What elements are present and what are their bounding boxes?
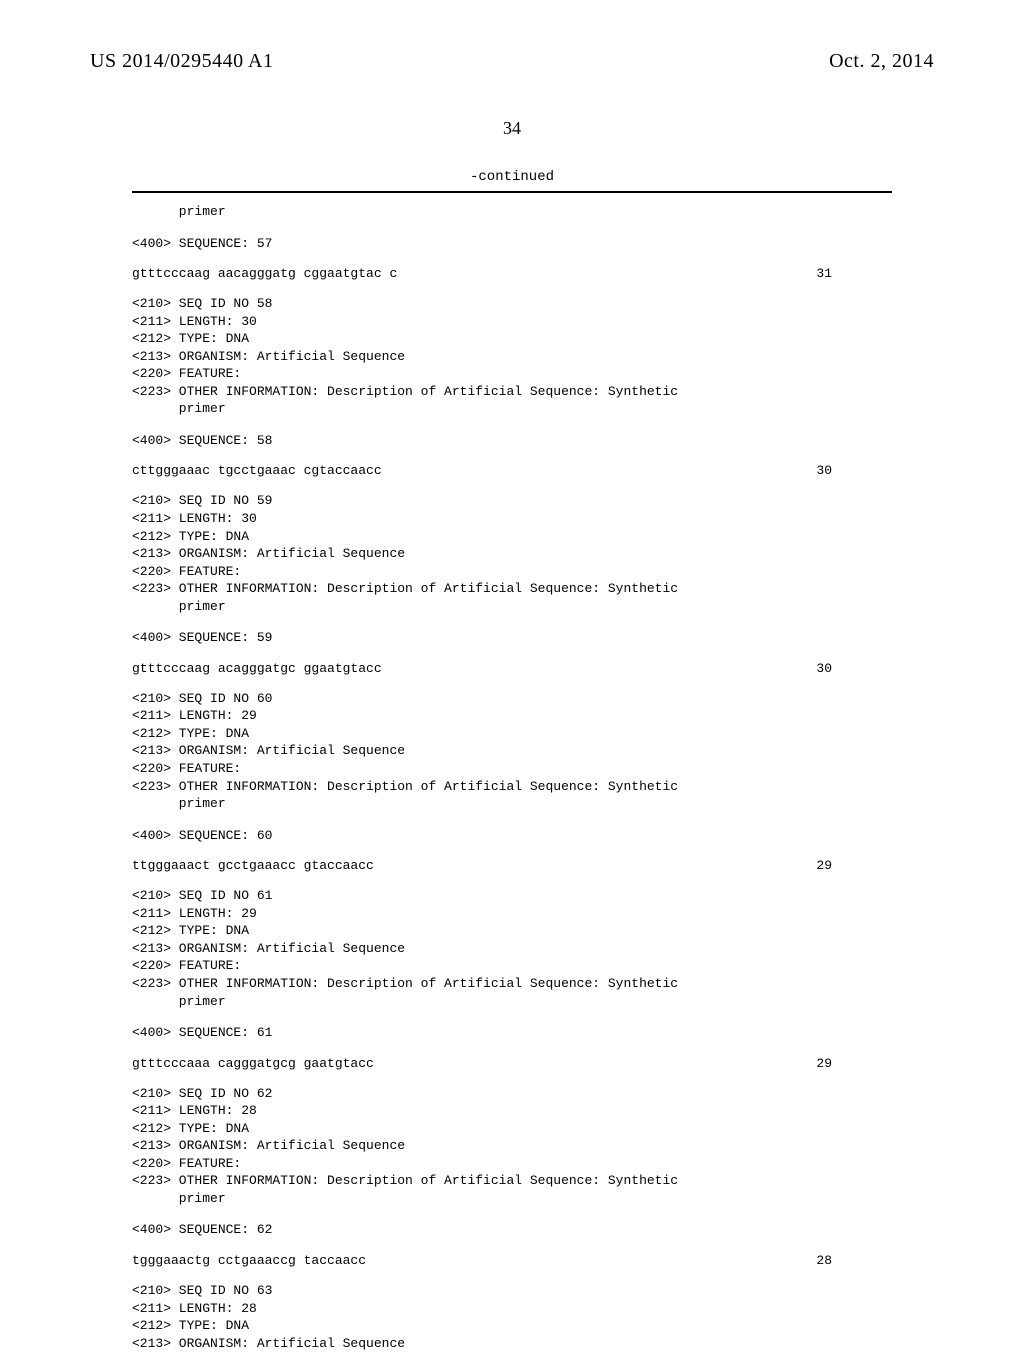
seq59-row: gtttcccaag acagggatgc ggaatgtacc 30	[132, 661, 832, 676]
seq62-sequence: tgggaaactg cctgaaaccg taccaacc	[132, 1253, 366, 1268]
seq60-sequence: ttgggaaact gcctgaaacc gtaccaacc	[132, 858, 374, 873]
seq62-row: tgggaaactg cctgaaaccg taccaacc 28	[132, 1253, 832, 1268]
publication-number: US 2014/0295440 A1	[90, 50, 273, 73]
seq59-length: 30	[816, 661, 832, 676]
primer-orphan: primer	[132, 203, 892, 221]
seq61-header: <400> SEQUENCE: 61	[132, 1024, 892, 1042]
seq62-length: 28	[816, 1253, 832, 1268]
seq58-length: 30	[816, 463, 832, 478]
page-number: 34	[90, 118, 934, 139]
publication-date: Oct. 2, 2014	[829, 50, 934, 73]
page-header: US 2014/0295440 A1 Oct. 2, 2014	[90, 50, 934, 73]
entry60: <210> SEQ ID NO 60 <211> LENGTH: 29 <212…	[132, 690, 892, 813]
continued-label: -continued	[90, 169, 934, 185]
seq60-length: 29	[816, 858, 832, 873]
seq57-row: gtttcccaag aacagggatg cggaatgtac c 31	[132, 266, 832, 281]
seq58-sequence: cttgggaaac tgcctgaaac cgtaccaacc	[132, 463, 382, 478]
top-rule	[132, 191, 892, 193]
seq61-length: 29	[816, 1056, 832, 1071]
entry58: <210> SEQ ID NO 58 <211> LENGTH: 30 <212…	[132, 295, 892, 418]
seq60-row: ttgggaaact gcctgaaacc gtaccaacc 29	[132, 858, 832, 873]
seq57-length: 31	[816, 266, 832, 281]
seq62-header: <400> SEQUENCE: 62	[132, 1221, 892, 1239]
seq61-sequence: gtttcccaaa cagggatgcg gaatgtacc	[132, 1056, 374, 1071]
seq60-header: <400> SEQUENCE: 60	[132, 827, 892, 845]
seq59-sequence: gtttcccaag acagggatgc ggaatgtacc	[132, 661, 382, 676]
entry63: <210> SEQ ID NO 63 <211> LENGTH: 28 <212…	[132, 1282, 892, 1352]
entry59: <210> SEQ ID NO 59 <211> LENGTH: 30 <212…	[132, 492, 892, 615]
seq57-header: <400> SEQUENCE: 57	[132, 235, 892, 253]
seq59-header: <400> SEQUENCE: 59	[132, 629, 892, 647]
seq58-header: <400> SEQUENCE: 58	[132, 432, 892, 450]
entry62: <210> SEQ ID NO 62 <211> LENGTH: 28 <212…	[132, 1085, 892, 1208]
entry61: <210> SEQ ID NO 61 <211> LENGTH: 29 <212…	[132, 887, 892, 1010]
seq61-row: gtttcccaaa cagggatgcg gaatgtacc 29	[132, 1056, 832, 1071]
seq57-sequence: gtttcccaag aacagggatg cggaatgtac c	[132, 266, 397, 281]
page-container: US 2014/0295440 A1 Oct. 2, 2014 34 -cont…	[0, 0, 1024, 1320]
seq58-row: cttgggaaac tgcctgaaac cgtaccaacc 30	[132, 463, 832, 478]
